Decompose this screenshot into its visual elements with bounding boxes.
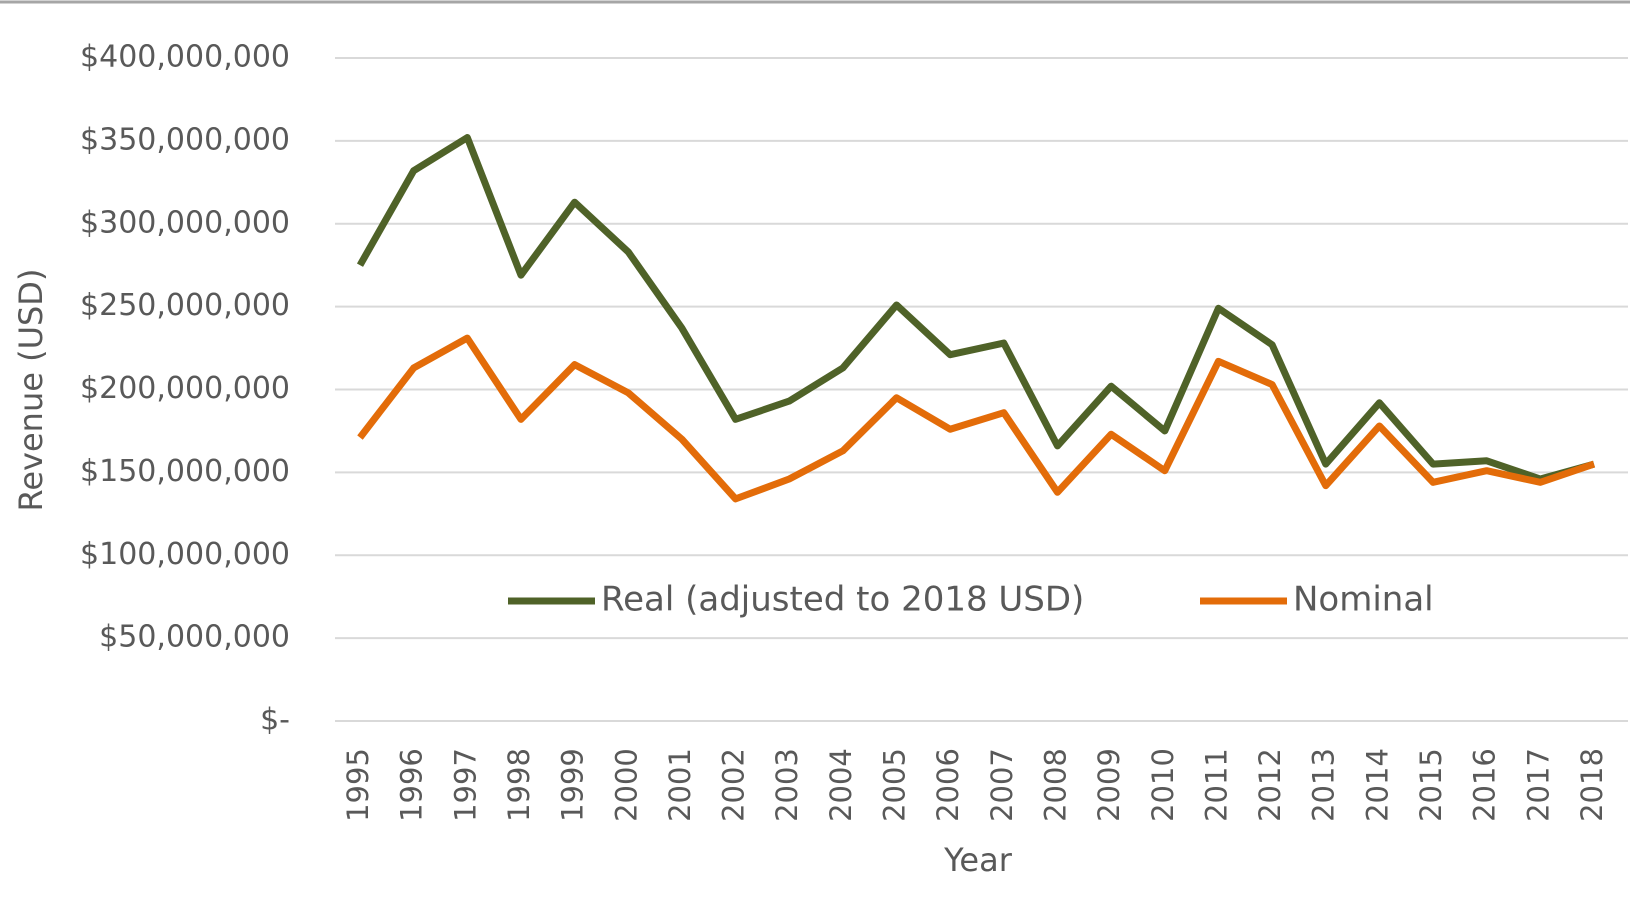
x-tick-label: 2009 xyxy=(1092,748,1126,822)
x-tick-label: 2014 xyxy=(1360,748,1394,822)
x-tick-label: 2018 xyxy=(1575,748,1609,822)
x-tick-label: 2000 xyxy=(609,748,643,822)
x-tick-label: 2008 xyxy=(1038,748,1072,822)
y-tick-label: $50,000,000 xyxy=(99,620,290,655)
x-tick-label: 2002 xyxy=(717,748,751,822)
x-tick-label: 2017 xyxy=(1521,748,1555,822)
y-tick-label: $250,000,000 xyxy=(80,288,290,323)
x-tick-label: 2001 xyxy=(663,748,697,822)
x-tick-label: 2016 xyxy=(1468,748,1502,822)
x-tick-label: 2015 xyxy=(1414,748,1448,822)
x-tick-label: 1996 xyxy=(395,748,429,822)
line-series xyxy=(356,134,1595,483)
x-tick-label: 2003 xyxy=(770,748,804,822)
legend-label: Real (adjusted to 2018 USD) xyxy=(601,580,1084,620)
y-tick-label: $300,000,000 xyxy=(80,205,290,240)
x-tick-label: 1999 xyxy=(556,748,590,822)
line-series xyxy=(357,334,1596,503)
x-axis-title: Year xyxy=(943,841,1013,879)
y-tick-label: $100,000,000 xyxy=(80,537,290,572)
x-tick-label: 2005 xyxy=(878,748,912,822)
x-tick-label: 2011 xyxy=(1199,748,1233,822)
x-tick-label: 2010 xyxy=(1146,748,1180,822)
y-tick-label: $200,000,000 xyxy=(80,371,290,406)
x-tick-label: 2006 xyxy=(931,748,965,822)
x-tick-label: 1997 xyxy=(448,748,482,822)
x-tick-label: 1995 xyxy=(341,748,375,822)
y-tick-label: $150,000,000 xyxy=(80,454,290,489)
x-tick-label: 2007 xyxy=(985,748,1019,822)
y-tick-label: $400,000,000 xyxy=(80,40,290,75)
x-tick-label: 2004 xyxy=(824,748,858,822)
y-axis-title: Revenue (USD) xyxy=(12,269,50,512)
legend-label: Nominal xyxy=(1293,580,1434,620)
x-tick-label: 2013 xyxy=(1307,748,1341,822)
x-tick-label: 1998 xyxy=(502,748,536,822)
x-tick-label: 2012 xyxy=(1253,748,1287,822)
y-tick-label: $350,000,000 xyxy=(80,122,290,157)
y-tick-label: $- xyxy=(260,703,290,738)
